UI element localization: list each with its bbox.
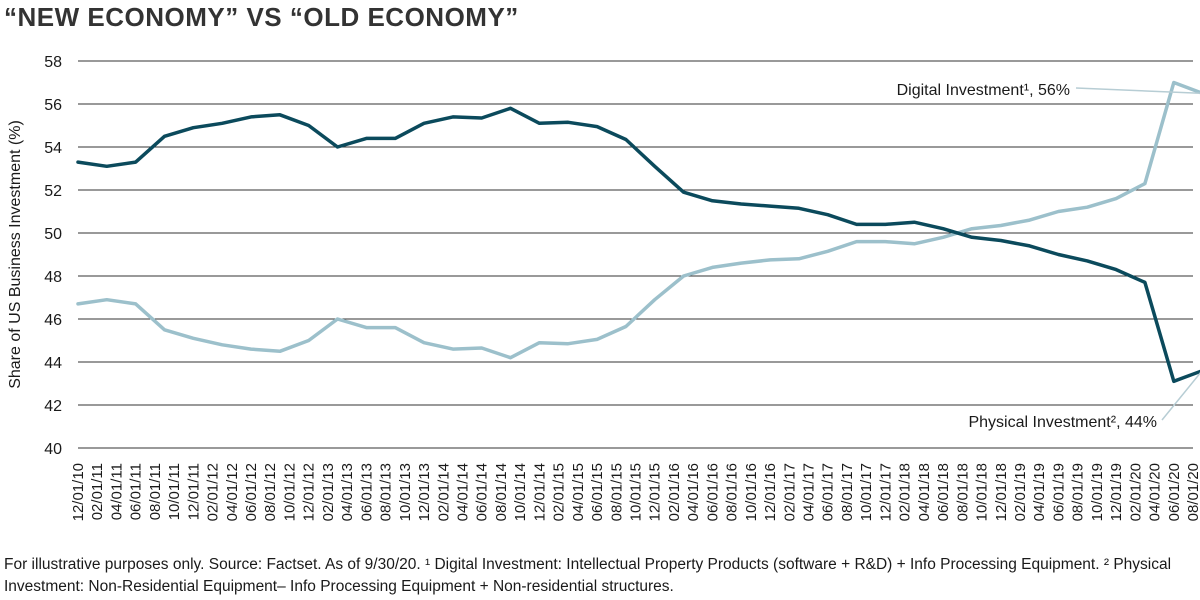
x-tick-label: 02/01/12 xyxy=(205,463,222,521)
x-tick-label: 06/01/18 xyxy=(935,463,952,521)
x-tick-label: 08/01/19 xyxy=(1070,463,1087,521)
x-tick-label: 08/01/13 xyxy=(378,463,395,521)
x-tick-label: 06/01/15 xyxy=(589,463,606,521)
x-tick-label: 06/01/12 xyxy=(243,463,260,521)
x-tick-label: 12/01/13 xyxy=(416,463,433,521)
series-annotations: Digital Investment¹, 56% Physical Investm… xyxy=(897,82,1200,431)
chart-title: “NEW ECONOMY” VS “OLD ECONOMY” xyxy=(4,2,519,32)
line-chart: 40 42 44 46 48 50 52 54 56 58 Share of US Busines… xyxy=(7,54,1200,521)
x-tick-label: 02/01/11 xyxy=(89,463,106,520)
y-tick-label: 44 xyxy=(44,355,62,372)
x-tick-label: 06/01/19 xyxy=(1050,463,1067,521)
x-tick-label: 06/01/11 xyxy=(128,463,145,520)
x-tick-label: 04/01/13 xyxy=(339,463,356,521)
x-tick-label: 02/01/19 xyxy=(1012,463,1029,521)
physical-investment-label: Physical Investment², 44% xyxy=(968,414,1157,431)
y-axis-ticks: 40 42 44 46 48 50 52 54 56 58 xyxy=(44,54,62,458)
x-tick-label: 12/01/15 xyxy=(647,463,664,521)
x-tick-label: 10/01/19 xyxy=(1089,463,1106,521)
x-tick-label: 04/01/15 xyxy=(570,463,587,521)
y-tick-label: 50 xyxy=(44,226,62,243)
x-tick-label: 12/01/14 xyxy=(531,463,548,521)
x-tick-label: 10/01/14 xyxy=(512,463,529,521)
x-tick-label: 02/01/18 xyxy=(897,463,914,521)
source-footnote: For illustrative purposes only. Source: … xyxy=(4,556,1172,595)
physical-label-leader xyxy=(1161,372,1200,421)
x-tick-label: 12/01/12 xyxy=(301,463,318,521)
x-tick-label: 04/01/11 xyxy=(108,463,125,520)
x-tick-label: 02/01/15 xyxy=(551,463,568,521)
x-tick-label: 06/01/13 xyxy=(358,463,375,521)
x-tick-label: 12/01/19 xyxy=(1108,463,1125,521)
digital-label-leader xyxy=(1075,87,1200,94)
x-tick-label: 10/01/15 xyxy=(628,463,645,521)
x-tick-label: 04/01/20 xyxy=(1147,463,1164,521)
y-tick-label: 48 xyxy=(44,269,62,286)
x-tick-label: 04/01/19 xyxy=(1031,463,1048,521)
x-axis-ticks: 12/01/10 02/01/11 04/01/11 06/01/11 08/01/11… xyxy=(70,463,1200,521)
y-tick-label: 54 xyxy=(44,140,62,157)
y-tick-label: 56 xyxy=(44,97,62,114)
x-tick-label: 06/01/16 xyxy=(704,463,721,521)
y-tick-label: 52 xyxy=(44,183,62,200)
x-tick-label: 08/01/15 xyxy=(608,463,625,521)
series-line-physical-investment xyxy=(76,106,1200,384)
x-tick-label: 08/01/12 xyxy=(262,463,279,521)
x-tick-label: 12/01/18 xyxy=(993,463,1010,521)
x-tick-label: 02/01/13 xyxy=(320,463,337,521)
x-tick-label: 08/01/17 xyxy=(839,463,856,521)
x-tick-label: 02/01/17 xyxy=(781,463,798,521)
y-tick-label: 58 xyxy=(44,54,62,71)
x-tick-label: 06/01/17 xyxy=(820,463,837,521)
series-lines xyxy=(76,80,1200,384)
gridlines xyxy=(78,60,1193,449)
y-axis-label: Share of US Business Investment (%) xyxy=(7,120,24,389)
x-tick-label: 12/01/16 xyxy=(762,463,779,521)
y-tick-label: 46 xyxy=(44,312,62,329)
x-tick-label: 12/01/17 xyxy=(877,463,894,521)
x-tick-label: 02/01/16 xyxy=(666,463,683,521)
y-tick-label: 40 xyxy=(44,441,62,458)
x-tick-label: 08/01/16 xyxy=(724,463,741,521)
x-tick-label: 08/01/14 xyxy=(493,463,510,521)
x-tick-label: 12/01/11 xyxy=(185,463,202,520)
x-tick-label: 04/01/16 xyxy=(685,463,702,521)
x-tick-label: 08/01/11 xyxy=(147,463,164,520)
x-tick-label: 10/01/11 xyxy=(166,463,183,520)
x-tick-label: 04/01/18 xyxy=(916,463,933,521)
x-tick-label: 08/01/20 xyxy=(1185,463,1200,521)
x-tick-label: 10/01/13 xyxy=(397,463,414,521)
x-tick-label: 06/01/14 xyxy=(474,463,491,521)
x-tick-label: 04/01/12 xyxy=(224,463,241,521)
x-tick-label: 04/01/17 xyxy=(801,463,818,521)
x-tick-label: 10/01/16 xyxy=(743,463,760,521)
x-tick-label: 10/01/12 xyxy=(281,463,298,521)
x-tick-label: 04/01/14 xyxy=(454,463,471,521)
x-tick-label: 06/01/20 xyxy=(1166,463,1183,521)
x-tick-label: 10/01/17 xyxy=(858,463,875,521)
series-line-digital-investment xyxy=(76,80,1200,360)
x-tick-label: 02/01/20 xyxy=(1127,463,1144,521)
x-tick-label: 08/01/18 xyxy=(954,463,971,521)
x-tick-label: 10/01/18 xyxy=(974,463,991,521)
x-tick-label: 02/01/14 xyxy=(435,463,452,521)
x-tick-label: 12/01/10 xyxy=(70,463,87,521)
digital-investment-label: Digital Investment¹, 56% xyxy=(897,82,1070,99)
y-tick-label: 42 xyxy=(44,398,62,415)
